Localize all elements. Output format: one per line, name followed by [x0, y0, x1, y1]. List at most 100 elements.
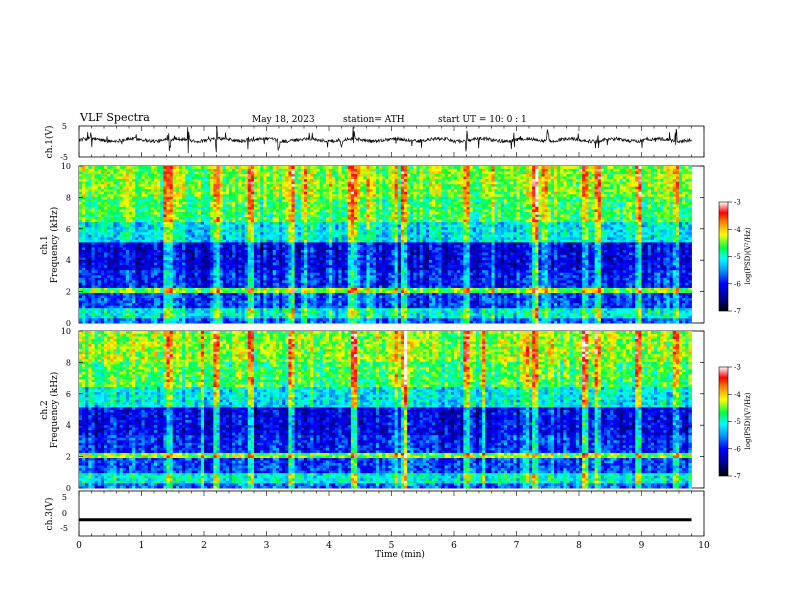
spectrogram-cell: [122, 241, 127, 245]
spectrogram-cell: [319, 249, 324, 253]
spectrogram-cell: [200, 181, 205, 185]
spectrogram-cell: [194, 241, 199, 245]
spectrogram-cell: [263, 254, 267, 258]
spectrogram-cell: [294, 249, 299, 253]
spectrogram-cell: [85, 234, 89, 238]
spectrogram-cell: [291, 247, 296, 250]
spectrogram-cell: [266, 249, 271, 253]
spectrogram-cell: [222, 267, 227, 271]
spectrogram-cell: [294, 285, 299, 288]
spectrogram-cell: [247, 176, 252, 180]
spectrogram-cell: [232, 290, 236, 294]
spectrogram-cell: [97, 229, 102, 233]
spectrogram-cell: [185, 317, 189, 321]
spectrogram-cell: [219, 272, 224, 276]
spectrogram-cell: [219, 287, 224, 291]
spectrogram-cell: [319, 191, 324, 195]
spectrogram-cell: [185, 320, 189, 324]
spectrogram-cell: [110, 231, 114, 235]
spectrogram-cell: [200, 307, 205, 311]
spectrogram-cell: [172, 201, 177, 205]
spectrogram-cell: [213, 277, 217, 281]
spectrogram-cell: [235, 173, 239, 177]
spectrogram-cell: [154, 239, 158, 243]
spectrogram-cell: [119, 262, 124, 266]
spectrogram-cell: [247, 300, 252, 304]
spectrogram-cell: [235, 254, 239, 258]
spectrogram-cell: [300, 249, 305, 253]
spectrogram-cell: [216, 221, 221, 225]
spectrogram-cell: [166, 198, 171, 202]
spectrogram-cell: [154, 206, 158, 210]
spectrogram-cell: [100, 226, 105, 230]
spectrogram-cell: [260, 241, 264, 245]
spectrogram-cell: [213, 282, 217, 286]
spectrogram-cell: [282, 290, 286, 294]
spectrogram-cell: [207, 267, 211, 271]
spectrogram-cell: [238, 312, 242, 316]
spectrogram-cell: [185, 300, 189, 304]
spectrogram-cell: [235, 320, 239, 324]
spectrogram-cell: [225, 310, 230, 314]
spectrogram-cell: [200, 241, 205, 245]
spectrogram-cell: [157, 214, 161, 218]
spectrogram-cell: [200, 206, 205, 210]
spectrogram-cell: [319, 305, 324, 309]
spectrogram-cell: [263, 221, 267, 225]
spectrogram-cell: [207, 173, 211, 177]
spectrogram-cell: [207, 221, 211, 225]
spectrogram-cell: [207, 211, 211, 215]
spectrogram-cell: [266, 310, 271, 314]
spectrogram-cell: [125, 171, 130, 174]
spectrogram-cell: [150, 279, 155, 283]
spectrogram-cell: [129, 287, 133, 291]
spectrogram-cell: [97, 315, 102, 319]
spectrogram-cell: [129, 201, 133, 205]
spectrogram-cell: [91, 231, 96, 235]
spectrogram-cell: [138, 264, 142, 268]
spectrogram-cell: [288, 196, 292, 200]
spectrogram-cell: [144, 277, 149, 281]
spectrogram-cell: [269, 211, 274, 215]
spectrogram-cell: [222, 168, 227, 172]
spectrogram-cell: [291, 282, 296, 286]
spectrogram-cell: [222, 214, 227, 218]
spectrogram-cell: [125, 226, 130, 230]
spectrogram-cell: [97, 295, 102, 299]
spectrogram-cell: [94, 320, 99, 324]
spectrogram-cell: [157, 254, 161, 258]
spectrogram-cell: [160, 229, 164, 233]
spectrogram-cell: [313, 176, 317, 180]
spectrogram-cell: [250, 236, 255, 240]
spectrogram-cell: [182, 171, 186, 174]
spectrogram-cell: [100, 221, 105, 225]
spectrogram-cell: [191, 274, 196, 278]
spectrogram-cell: [269, 274, 274, 278]
spectrogram-cell: [275, 312, 280, 316]
spectrogram-cell: [150, 214, 155, 218]
spectrogram-cell: [232, 193, 236, 197]
spectrogram-cell: [94, 224, 99, 228]
spectrogram-cell: [254, 209, 258, 212]
spectrogram-cell: [110, 171, 114, 174]
spectrogram-cell: [97, 307, 102, 311]
spectrogram-cell: [222, 247, 227, 250]
spectrogram-cell: [104, 249, 108, 253]
spectrogram-cell: [229, 236, 233, 240]
spectrogram-cell: [322, 267, 327, 271]
spectrogram-cell: [319, 188, 324, 192]
spectrogram-cell: [244, 231, 249, 235]
spectrogram-cell: [213, 173, 217, 177]
spectrogram-cell: [225, 241, 230, 245]
spectrogram-cell: [166, 317, 171, 321]
spectrogram-cell: [82, 307, 86, 311]
spectrogram-cell: [213, 249, 217, 253]
spectrogram-cell: [107, 234, 111, 238]
spectrogram-cell: [300, 168, 305, 172]
spectrogram-cell: [263, 224, 267, 228]
spectrogram-cell: [291, 224, 296, 228]
spectrogram-cell: [100, 239, 105, 243]
spectrogram-cell: [82, 176, 86, 180]
spectrogram-cell: [182, 257, 186, 261]
spectrogram-cell: [157, 183, 161, 187]
